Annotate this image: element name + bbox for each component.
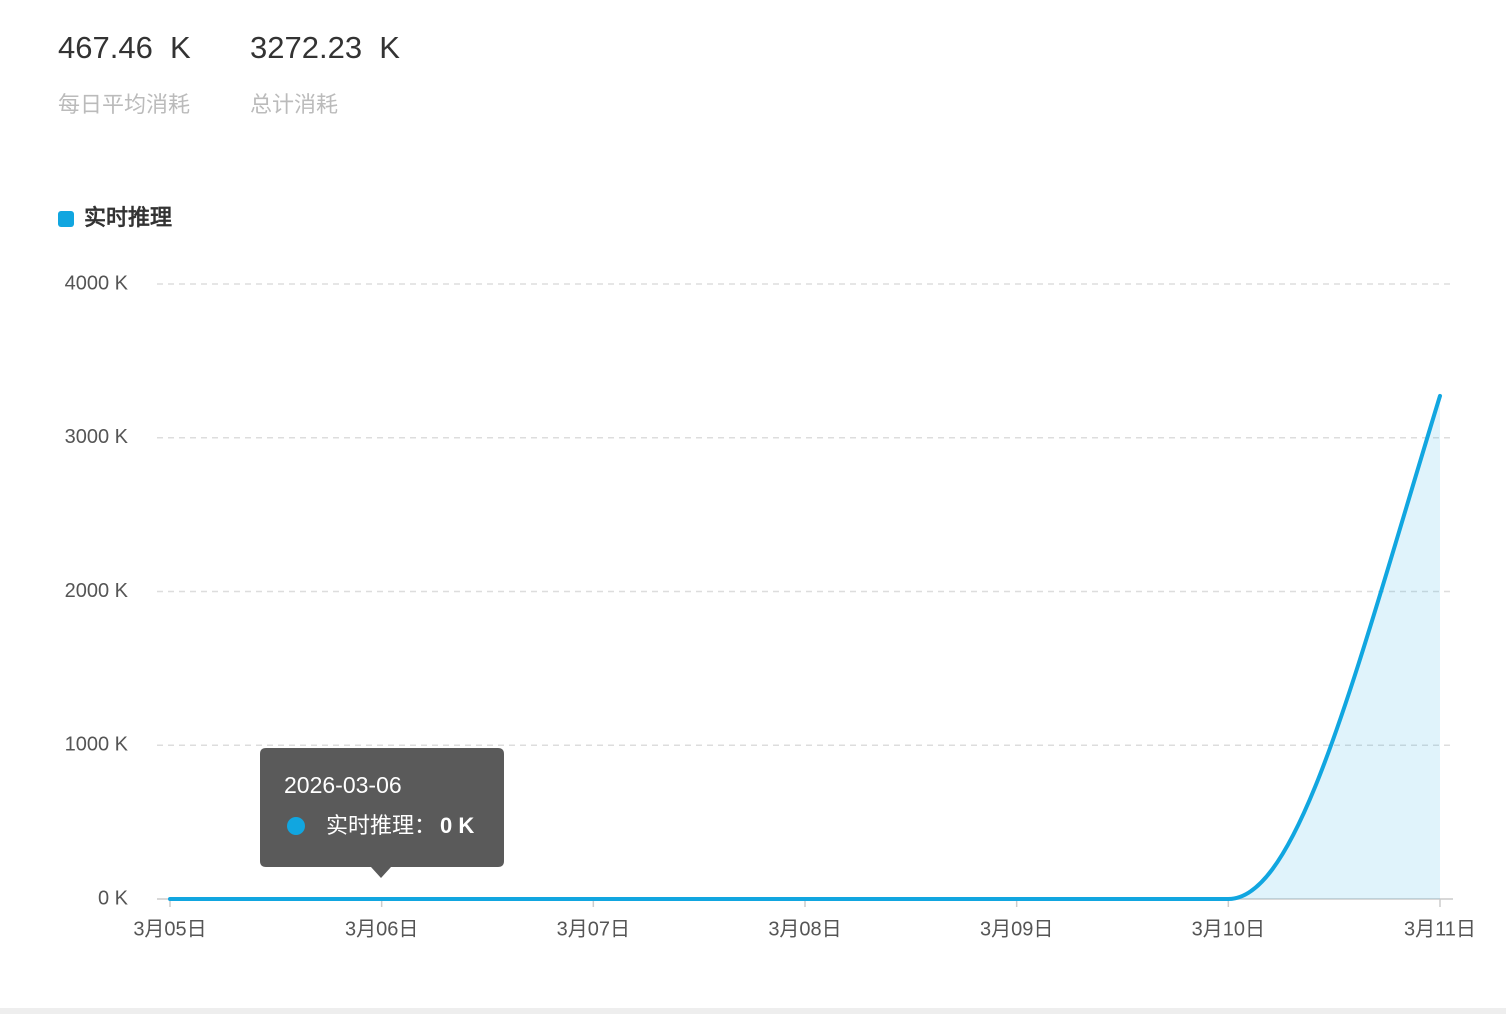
- stat-label: 每日平均消耗: [58, 92, 190, 117]
- y-tick-label: 3000 K: [65, 426, 129, 448]
- y-tick-label: 1000 K: [65, 734, 129, 756]
- x-tick-label: 3月07日: [557, 918, 630, 940]
- legend-swatch: [58, 211, 74, 227]
- tooltip-dot: [287, 817, 305, 835]
- area: [170, 395, 1440, 899]
- tooltip-value: 0 K: [440, 813, 474, 838]
- y-tick-label: 4000 K: [65, 272, 129, 294]
- tooltip-name: 实时推理：: [326, 813, 436, 838]
- x-tick-label: 3月06日: [345, 918, 418, 940]
- x-tick-label: 3月08日: [768, 918, 841, 940]
- y-tick-label: 0 K: [98, 887, 129, 909]
- x-tick-label: 3月09日: [980, 918, 1053, 940]
- stat-label: 总计消耗: [250, 92, 338, 117]
- x-tick-label: 3月11日: [1404, 918, 1476, 940]
- legend-label: 实时推理: [84, 205, 172, 230]
- stat-value: 3272.23 K: [250, 30, 400, 65]
- y-tick-label: 2000 K: [65, 580, 129, 602]
- footer-bar: [0, 1008, 1506, 1014]
- tooltip-box: [260, 748, 504, 878]
- line: [168, 393, 1442, 902]
- x-tick-label: 3月05日: [133, 918, 206, 940]
- stat-value: 467.46 K: [58, 30, 191, 65]
- x-tick-label: 3月10日: [1192, 918, 1265, 940]
- tooltip-title: 2026-03-06: [284, 772, 402, 798]
